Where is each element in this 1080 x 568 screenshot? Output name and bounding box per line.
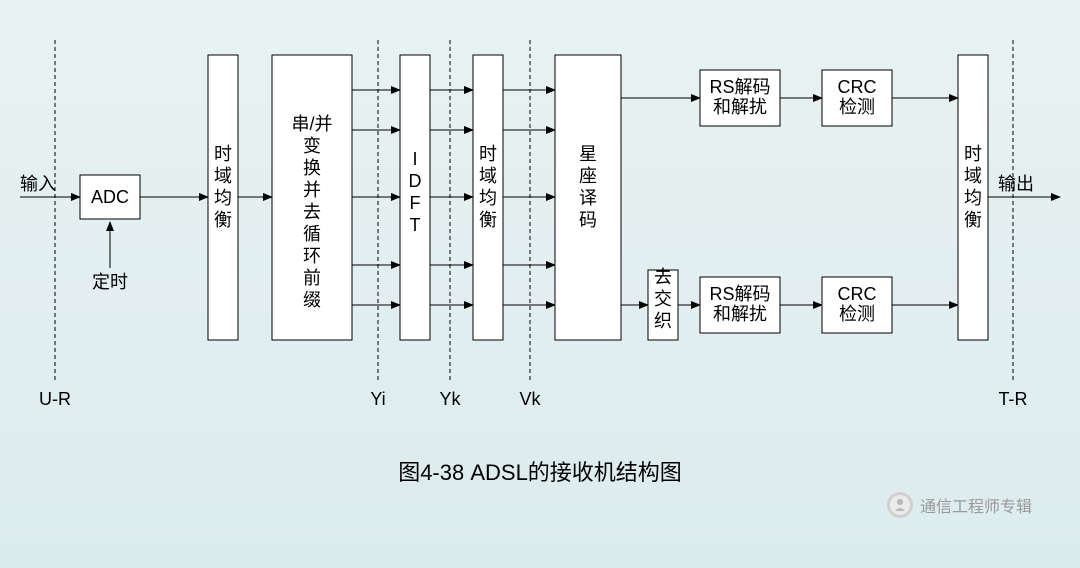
label-rs-bot-1: RS解码 bbox=[709, 284, 770, 304]
timing-label: 定时 bbox=[92, 272, 128, 292]
label-crc-top-2: 检测 bbox=[839, 97, 875, 117]
arrows-idft-feq bbox=[430, 90, 473, 305]
arrows-feq-const bbox=[503, 90, 555, 305]
label-rs-top-2: 和解扰 bbox=[713, 97, 767, 117]
label-rs-top-1: RS解码 bbox=[709, 77, 770, 97]
label-rs-bot-2: 和解扰 bbox=[713, 304, 767, 324]
label-crc-bot-1: CRC bbox=[838, 284, 877, 304]
label-crc-bot-2: 检测 bbox=[839, 304, 875, 324]
watermark-icon bbox=[887, 492, 913, 518]
label-crc-top-1: CRC bbox=[838, 77, 877, 97]
label-deinterleave: 去交织 bbox=[654, 267, 672, 331]
label-ur: U-R bbox=[39, 389, 71, 409]
input-label: 输入 bbox=[20, 174, 56, 194]
label-yi: Yi bbox=[370, 389, 385, 409]
label-vk: Vk bbox=[519, 389, 541, 409]
label-yk: Yk bbox=[439, 389, 461, 409]
output-label: 输出 bbox=[998, 174, 1034, 194]
arrows-sp-idft bbox=[352, 90, 400, 305]
watermark-text: 通信工程师专辑 bbox=[920, 498, 1032, 516]
label-adc: ADC bbox=[91, 187, 129, 207]
figure-caption: 图4-38 ADSL的接收机结构图 bbox=[398, 460, 682, 485]
label-tr: T-R bbox=[999, 389, 1028, 409]
